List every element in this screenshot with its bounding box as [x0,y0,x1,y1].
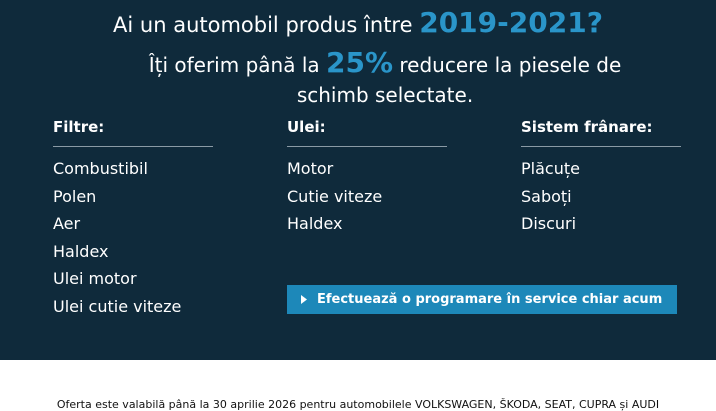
column-item: Cutie viteze [287,186,383,206]
subheadline: Îți oferim până la 25% reducere la piese… [120,48,650,110]
column-item: Saboți [521,186,572,206]
sub-text: reducere la piesele de schimb selectate. [296,53,622,107]
banner: Ai un automobil produs între 2019-2021? … [0,0,716,360]
cta-text[interactable]: Efectuează o programare în service chiar… [317,292,663,307]
column-item: Combustibil [53,159,148,178]
column-title: Sistem frânare: [521,118,681,147]
sub-highlight: 25% [326,46,394,79]
footer-bar [0,360,716,410]
column-item: Motor [287,159,334,178]
cta-button[interactable]: Efectuează o programare în service chiar… [287,285,677,314]
column-item: Haldex [53,241,109,261]
column-item: Polen [53,186,97,206]
footer: Oferta este valabilă până la 30 aprilie … [56,398,660,411]
headline-highlight: 2019-2021? [419,6,603,39]
column-item: Ulei motor [53,269,137,288]
column: Sistem frânare: Plăcuțe Saboți Discuri [521,118,681,238]
column: Ulei: Motor Cutie viteze Haldex [287,118,447,238]
column-item: Aer [53,214,81,233]
sub-text: Îți oferim până la [148,53,320,77]
column-item: Haldex [287,214,343,233]
column-title: Filtre: [53,118,213,147]
headline: Ai un automobil produs între 2019-2021? [0,6,716,39]
headline-text: Ai un automobil produs între [113,13,413,37]
column-item: Ulei cutie viteze [53,296,182,316]
arrow-icon [301,295,307,304]
column: Filtre: Combustibil Polen Aer Haldex Ulei mot… [53,118,213,320]
column-item: Discuri [521,214,577,233]
column-item: Plăcuțe [521,159,580,178]
column-title: Ulei: [287,118,447,147]
